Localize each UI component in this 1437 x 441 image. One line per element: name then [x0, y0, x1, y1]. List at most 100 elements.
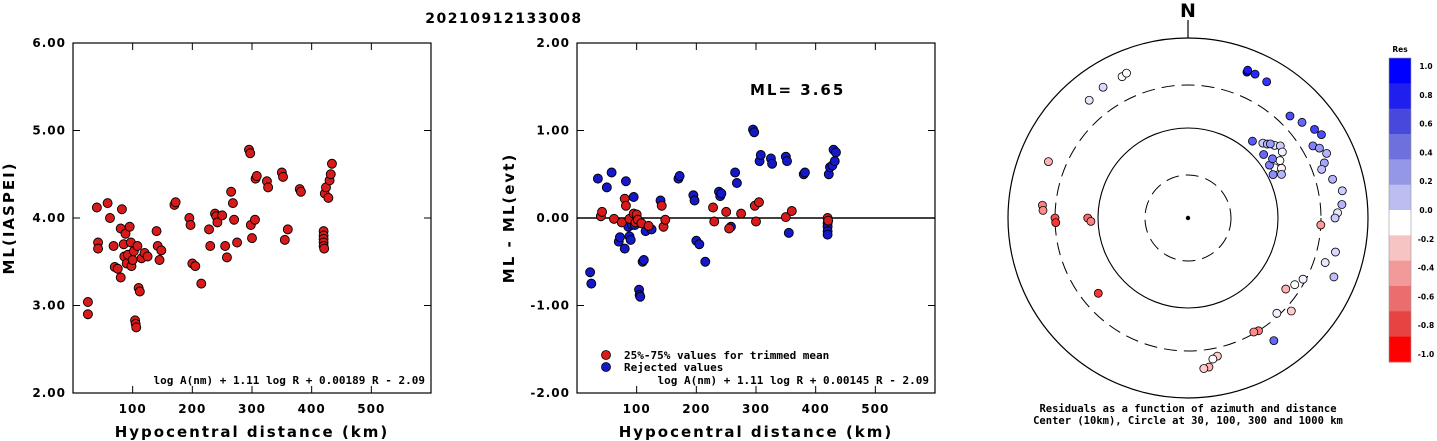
- station-point: [1317, 164, 1327, 174]
- ring-1000km: [1007, 37, 1369, 399]
- x-tick-label: 400: [802, 402, 830, 416]
- colorbar-cell: [1389, 210, 1411, 236]
- formula-label: log A(nm) + 1.11 log R + 0.00189 R - 2.0…: [153, 374, 425, 387]
- station-point: [1317, 130, 1326, 140]
- rejected-point: [822, 229, 833, 240]
- rejected-point: [716, 188, 727, 199]
- station-point: [1277, 169, 1286, 179]
- rejected-point: [799, 167, 810, 178]
- data-point: [154, 255, 165, 265]
- ring-100km: [1097, 127, 1279, 309]
- rejected-point: [635, 291, 646, 302]
- formula-label: log A(nm) + 1.11 log R + 0.00145 R - 2.0…: [657, 374, 929, 387]
- colorbar-cell: [1389, 260, 1411, 287]
- data-point: [91, 202, 102, 213]
- data-point: [204, 224, 214, 235]
- data-point: [196, 278, 207, 289]
- data-point: [205, 241, 216, 251]
- data-point: [279, 234, 290, 245]
- station-point: [1269, 336, 1279, 346]
- rejected-point: [767, 158, 778, 169]
- rejected-point: [628, 192, 639, 202]
- rejected-point: [615, 232, 625, 243]
- rejected-point: [730, 167, 741, 178]
- trimmed-point: [660, 214, 671, 225]
- rejected-point: [601, 182, 612, 193]
- data-point: [170, 197, 181, 208]
- x-tick-label: 100: [623, 402, 651, 416]
- colorbar-tick-label: -0.2: [1418, 235, 1434, 244]
- colorbar-frame: [1388, 57, 1412, 363]
- station-point: [1259, 150, 1269, 159]
- data-point: [105, 213, 115, 223]
- station-point: [1331, 247, 1340, 257]
- colorbar-tick-label: -0.8: [1418, 321, 1434, 330]
- colorbar-cell: [1389, 311, 1411, 338]
- legend-marker-trimmed: [601, 350, 611, 360]
- station-residual-points: [1038, 65, 1347, 373]
- caption-line-2: Center (10km), Circle at 30, 100, 300 an…: [1033, 415, 1343, 427]
- epicenter-marker: [1185, 215, 1191, 221]
- y-tick-label: 4.00: [32, 211, 66, 225]
- station-point: [1243, 65, 1253, 75]
- magnitude-annotation: ML= 3.65: [750, 81, 845, 99]
- rejected-point: [619, 243, 630, 254]
- chart-azimuth-residuals: N Residuals as a function of azimuth and…: [1007, 0, 1369, 427]
- colorbar-tick-label: 1.0: [1419, 62, 1432, 71]
- colorbar-tick-label: 0.8: [1419, 91, 1432, 100]
- data-points: [585, 124, 841, 302]
- colorbar-cell: [1389, 336, 1411, 363]
- trimmed-point: [721, 206, 732, 217]
- station-point: [1250, 69, 1260, 79]
- rejected-point: [783, 227, 794, 238]
- colorbar-cell: [1389, 235, 1411, 262]
- data-point: [185, 220, 196, 230]
- y-tick-label: 5.00: [32, 124, 66, 138]
- data-point: [124, 221, 135, 232]
- x-tick-label: 300: [238, 402, 266, 416]
- data-point: [220, 241, 231, 251]
- y-axis-label: ML(IASPEI): [0, 161, 18, 274]
- data-point: [134, 286, 145, 297]
- station-point: [1038, 206, 1048, 215]
- data-point: [142, 251, 153, 262]
- y-axis-label: ML - ML(evt): [500, 153, 518, 283]
- data-point: [151, 226, 162, 237]
- rejected-point: [755, 150, 766, 160]
- figure-title: 20210912133008: [425, 11, 582, 27]
- station-point: [1122, 68, 1131, 78]
- trimmed-point: [754, 197, 764, 208]
- trimmed-point: [597, 206, 608, 217]
- y-tick-label: -1.00: [530, 299, 570, 313]
- station-point: [1199, 364, 1209, 373]
- trimmed-point: [620, 200, 631, 211]
- station-point: [1337, 200, 1347, 209]
- station-point: [1268, 170, 1278, 180]
- station-point: [1277, 147, 1287, 157]
- trimmed-point: [708, 202, 718, 213]
- colorbar-tick-label: 0.4: [1419, 148, 1432, 157]
- colorbar-tick-label: -0.6: [1418, 292, 1434, 301]
- rejected-point: [585, 267, 596, 278]
- station-point: [1044, 157, 1053, 167]
- trimmed-point: [709, 216, 720, 227]
- legend-label-trimmed: 25%-75% values for trimmed mean: [624, 349, 829, 362]
- data-point: [212, 217, 223, 228]
- y-tick-label: -2.00: [530, 386, 570, 400]
- data-point: [325, 169, 336, 180]
- trimmed-point: [656, 200, 667, 211]
- station-point: [1262, 77, 1272, 87]
- station-point: [1285, 111, 1295, 121]
- data-point: [217, 210, 228, 221]
- station-point: [1086, 216, 1096, 226]
- rejected-point: [689, 195, 700, 206]
- rejected-point: [674, 171, 685, 181]
- data-point: [108, 241, 119, 251]
- colorbar-cell: [1389, 134, 1411, 160]
- data-point: [93, 243, 104, 254]
- station-point: [1281, 284, 1291, 294]
- trimmed-point: [643, 220, 654, 231]
- legend-label-rejected: Rejected values: [624, 361, 723, 374]
- station-point: [1051, 218, 1061, 228]
- y-tick-label: 2.00: [536, 36, 570, 50]
